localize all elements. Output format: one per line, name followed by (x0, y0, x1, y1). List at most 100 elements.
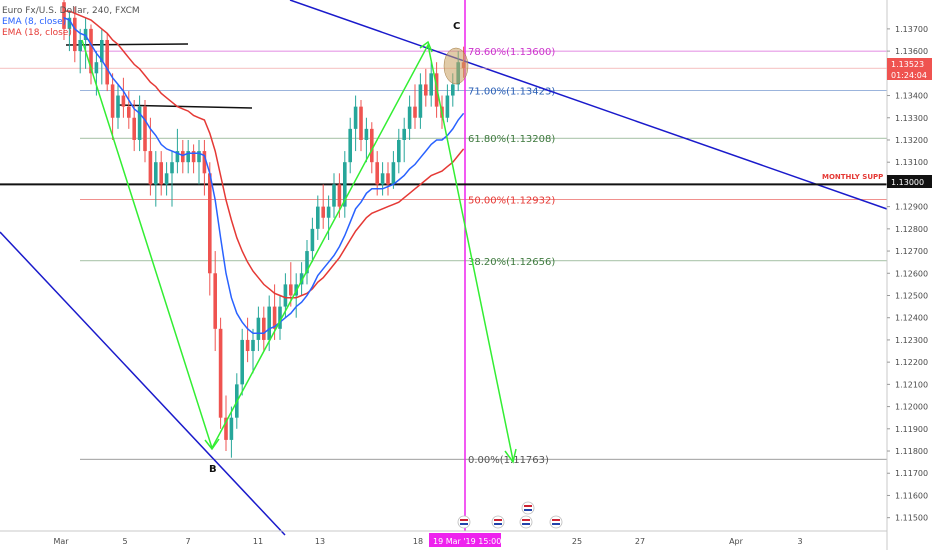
candle-body (181, 151, 185, 163)
price-tick-label: 1.12800 (895, 225, 928, 234)
point-b-label: B (209, 464, 217, 475)
time-tick-label: Apr (729, 537, 744, 546)
price-tick-label: 1.12000 (895, 403, 928, 412)
candle-body (370, 128, 374, 163)
candle-body (197, 151, 201, 163)
candle-body (375, 162, 379, 185)
fib-level-label: 50.00%(1.12932) (468, 196, 555, 207)
candle-body (251, 339, 255, 352)
candle-body (359, 106, 363, 140)
candle-body (213, 273, 217, 329)
abc-pattern (81, 39, 517, 464)
ema-fast-line (63, 17, 465, 335)
resistance-line-mid (117, 104, 253, 109)
candle-body (267, 306, 271, 340)
candle-body (316, 206, 320, 229)
time-tick-label: 18 (413, 537, 423, 546)
zigzag-arrow-target (504, 448, 517, 464)
candle-body (148, 151, 153, 185)
us-flag-icon (460, 523, 468, 525)
us-flag-icon (521, 501, 535, 515)
fib-level-label: 61.80%(1.13208) (468, 134, 555, 145)
candle-body (445, 95, 450, 118)
time-tick-label: 3 (797, 537, 802, 546)
crosshair-time-tag: 19 Mar '19 15:00 (429, 533, 501, 547)
candle-countdown: 01:24:04 (891, 71, 927, 80)
candle-body (170, 162, 174, 174)
crosshair-time: 19 Mar '19 15:00 (433, 537, 501, 546)
fib-level-label: 78.60%(1.13600) (468, 47, 555, 58)
trendlines (0, 0, 888, 536)
candle-body (256, 317, 261, 340)
candle-body (451, 84, 455, 96)
price-tick-label: 1.12300 (895, 336, 928, 345)
candle-body (397, 139, 401, 163)
zigzag-arrow-b (204, 438, 220, 451)
us-flag-icon (524, 509, 532, 511)
ema-lines (63, 10, 465, 335)
candle-body (299, 273, 304, 285)
candle-body (229, 417, 234, 440)
time-tick-label: 27 (635, 537, 645, 546)
us-flag-icon (522, 519, 530, 521)
candle-body (137, 106, 142, 140)
price-tick-label: 1.11900 (895, 425, 928, 434)
monthly-support-price-tag: 1.13000 (887, 175, 932, 188)
ema-slow-line (64, 10, 465, 299)
us-flag-icon (491, 515, 505, 529)
candle-body (407, 106, 412, 129)
price-tick-label: 1.12900 (895, 203, 928, 212)
candle-body (343, 162, 347, 207)
legend-symbol: Euro Fx/U.S. Dollar, 240, FXCM (2, 6, 140, 16)
legend-ema-slow: EMA (18, close) (2, 28, 72, 38)
current-price: 1.13523 (891, 60, 924, 69)
price-tick-label: 1.12100 (895, 380, 928, 389)
candle-body (164, 173, 169, 185)
candle-body (175, 151, 180, 163)
monthly-support-price: 1.13000 (891, 178, 924, 187)
candle-body (105, 39, 109, 85)
candle-body (132, 117, 136, 140)
price-tick-label: 1.13200 (895, 136, 928, 145)
time-tick-label: Mar (53, 537, 69, 546)
time-axis[interactable]: Mar 5 7 11 13 18 25 27 Apr 3 (53, 537, 802, 546)
price-tick-label: 1.12700 (895, 247, 928, 256)
fibonacci-retracement: 78.60%(1.13600) 71.00%(1.13423) 61.80%(1.1… (80, 0, 887, 531)
us-flag-icon (549, 515, 563, 529)
time-tick-label: 11 (253, 537, 263, 546)
us-flag-icon (457, 515, 471, 529)
us-flag-icon (552, 519, 560, 521)
fib-level-label: 71.00%(1.13423) (468, 86, 555, 97)
candle-body (127, 106, 131, 118)
time-tick-label: 13 (315, 537, 325, 546)
us-flag-icon (524, 505, 532, 507)
us-flag-icon (494, 519, 502, 521)
candle-body (208, 173, 212, 274)
candle-body (386, 173, 390, 185)
candle-body (191, 151, 196, 163)
candle-body (278, 306, 282, 329)
candle-body (116, 95, 120, 118)
us-flag-icon (519, 515, 533, 529)
zigzag-path (81, 39, 514, 461)
candle-body (202, 151, 207, 174)
price-tick-label: 1.13400 (895, 92, 928, 101)
point-c-label: C (453, 21, 460, 32)
price-tick-label: 1.13300 (895, 114, 928, 123)
candle-body (218, 328, 223, 418)
candle-body (240, 339, 244, 385)
time-tick-label: 25 (572, 537, 582, 546)
highlight-circle (443, 47, 469, 85)
price-tick-label: 1.11500 (895, 514, 928, 523)
price-tick-label: 1.12500 (895, 291, 928, 300)
candle-body (283, 284, 288, 307)
legend: Euro Fx/U.S. Dollar, 240, FXCM EMA (8, c… (2, 6, 140, 38)
candle-body (289, 284, 293, 296)
candle-body (62, 2, 66, 29)
price-tick-label: 1.11700 (895, 469, 928, 478)
candle-body (110, 84, 115, 118)
candle-body (159, 162, 163, 185)
candle-body (224, 417, 228, 440)
zigzag-arrow-c (419, 40, 433, 53)
